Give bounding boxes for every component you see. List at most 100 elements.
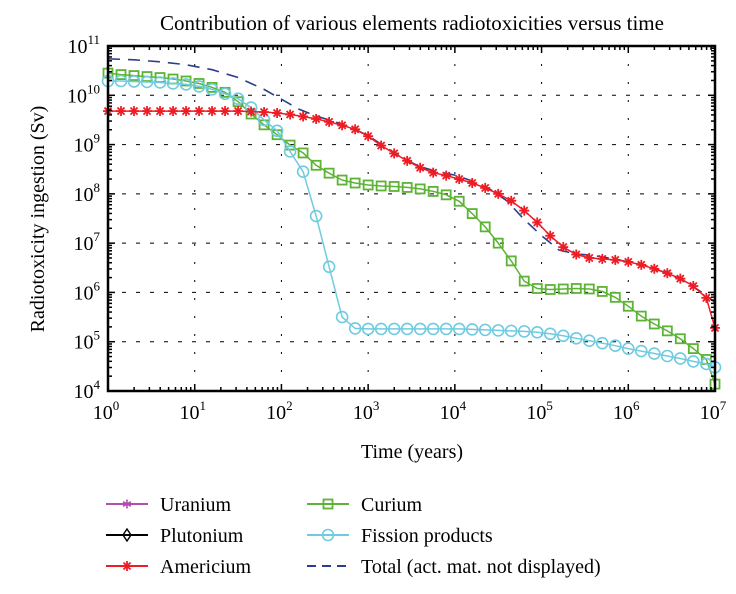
data-point-fission-products [192, 80, 206, 93]
data-point-fission-products [231, 92, 245, 106]
data-point-americium [233, 106, 244, 117]
data-point-americium [428, 167, 439, 178]
data-point-americium [350, 124, 361, 135]
data-point-americium [272, 108, 283, 119]
data-point-americium [337, 120, 348, 131]
data-point-americium [298, 111, 309, 122]
data-point-americium [246, 106, 257, 117]
data-point-americium [532, 217, 543, 228]
data-point-curium [349, 177, 361, 189]
data-point-fission-products [439, 322, 453, 336]
data-point-americium [116, 106, 127, 117]
data-point-americium [454, 174, 465, 185]
data-point-americium [259, 107, 270, 118]
data-point-fission-products [413, 322, 427, 336]
data-point-fission-products [700, 357, 713, 371]
data-point-fission-products [634, 344, 648, 358]
data-point-curium [518, 275, 530, 287]
data-point-americium [441, 170, 452, 181]
data-point-americium [636, 259, 647, 270]
legend-item-total-act-mat-not-displayed: Total (act. mat. not displayed) [307, 556, 601, 578]
data-point-americium [389, 148, 400, 159]
data-point-americium [142, 106, 153, 117]
data-point-curium [557, 283, 569, 295]
series-total-act-mat-not-displayed [107, 58, 716, 303]
data-point-americium [480, 182, 491, 193]
plot-series [101, 58, 722, 390]
axes-frame [106, 44, 717, 393]
data-point-fission-products [543, 327, 557, 341]
data-point-fission-products [569, 331, 583, 345]
data-point-americium [545, 230, 556, 241]
data-point-curium [674, 333, 686, 345]
data-point-americium [597, 253, 608, 264]
data-point-curium [414, 183, 426, 195]
data-point-americium [701, 292, 712, 303]
x-tick-label: 103 [353, 398, 380, 424]
data-point-americium [363, 131, 374, 142]
data-point-americium [220, 106, 231, 117]
legend-marker-plutonium [122, 527, 132, 543]
data-point-fission-products [530, 326, 544, 339]
data-point-fission-products [647, 347, 661, 360]
data-point-fission-products [205, 83, 219, 96]
data-point-americium [558, 242, 569, 253]
data-point-curium [648, 318, 660, 330]
legend-label-americium: Americium [160, 556, 252, 578]
data-point-curium [440, 189, 452, 201]
data-point-americium [168, 106, 179, 117]
data-point-americium [402, 155, 413, 166]
legend-item-americium: Americium [106, 556, 252, 578]
data-point-fission-products [491, 324, 505, 337]
y-tick-label: 1010 [67, 81, 100, 107]
data-point-fission-products [426, 322, 440, 336]
data-point-americium [129, 106, 140, 117]
legend-marker-curium [322, 498, 334, 510]
x-tick-label: 105 [526, 398, 553, 424]
legend-marker-uranium [122, 499, 132, 509]
series-line-americium [108, 110, 716, 329]
data-point-fission-products [661, 349, 674, 363]
y-tick-label: 109 [74, 131, 101, 157]
data-point-fission-products [270, 124, 284, 138]
grid [108, 46, 715, 391]
data-point-curium [115, 69, 127, 80]
legend-marker-americium [122, 561, 132, 571]
data-point-americium [623, 256, 634, 267]
data-point-curium [388, 181, 400, 192]
x-tick-label: 104 [440, 398, 467, 424]
series-curium [102, 67, 721, 390]
data-point-fission-products [348, 322, 362, 335]
data-point-americium [194, 106, 205, 117]
data-point-fission-products [621, 342, 635, 355]
legend-label-uranium: Uranium [160, 494, 232, 516]
data-point-americium [285, 109, 296, 120]
data-point-americium [181, 106, 192, 117]
data-point-fission-products [504, 324, 518, 338]
legend-label-fission-products: Fission products [361, 525, 493, 547]
data-point-fission-products [322, 260, 336, 274]
data-point-fission-products [166, 77, 180, 90]
data-point-curium [141, 71, 153, 82]
data-point-fission-products [153, 76, 167, 89]
data-point-curium [310, 159, 322, 171]
chart-title: Contribution of various elements radioto… [160, 11, 664, 35]
data-point-curium [466, 208, 478, 219]
data-point-fission-products [140, 75, 154, 89]
legend-item-plutonium: Plutonium [106, 525, 244, 547]
data-point-curium [336, 174, 348, 186]
plot-frame [106, 44, 717, 393]
data-point-americium [506, 195, 517, 206]
data-point-curium [635, 310, 647, 322]
data-point-curium [661, 325, 673, 337]
x-tick-label: 107 [700, 398, 727, 424]
data-point-curium [401, 182, 413, 193]
data-point-fission-products [114, 74, 128, 88]
legend-item-curium: Curium [307, 494, 423, 516]
series-americium [103, 106, 720, 333]
legend-label-plutonium: Plutonium [160, 525, 244, 547]
y-axis-label: Radiotoxicity ingestion (Sv) [27, 106, 49, 333]
data-point-americium [584, 252, 595, 263]
data-point-fission-products [374, 322, 388, 336]
